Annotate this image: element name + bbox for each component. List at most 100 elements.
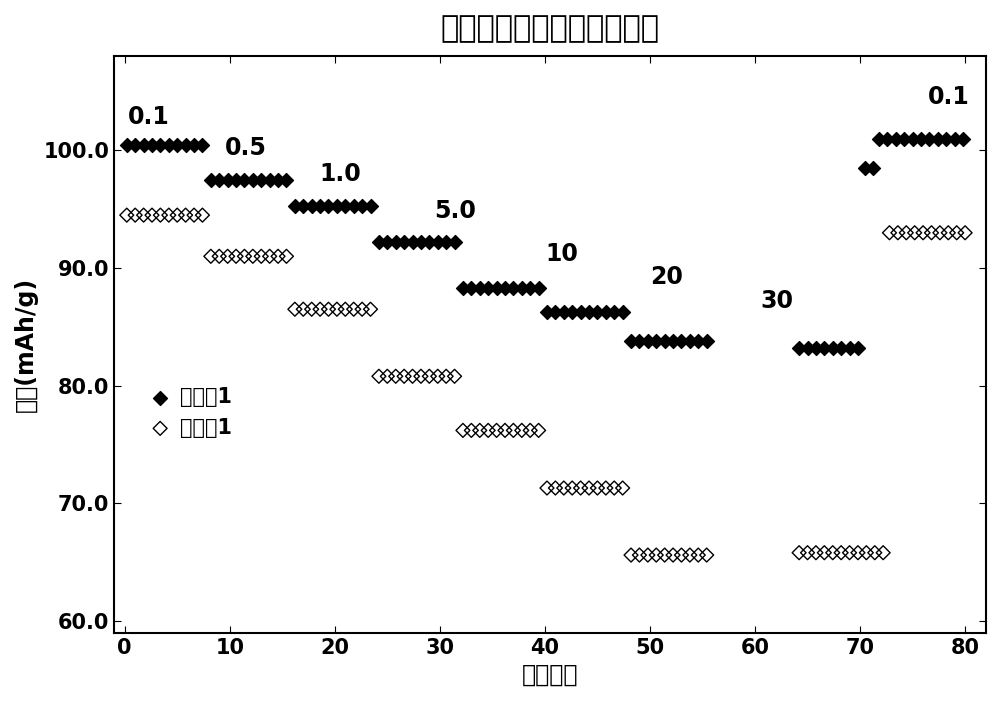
实施例1 — [186, 139, 202, 150]
Point — [472, 425, 488, 436]
Point — [791, 547, 807, 558]
Point — [682, 335, 698, 346]
Point — [329, 304, 345, 315]
Point — [573, 482, 589, 494]
Point — [921, 133, 937, 144]
Point — [346, 200, 362, 211]
Point — [573, 306, 589, 317]
Point — [673, 335, 689, 346]
Point — [665, 335, 681, 346]
Point — [337, 304, 353, 315]
Legend: 实施例1, 对比例1: 实施例1, 对比例1 — [151, 388, 232, 438]
Point — [648, 550, 664, 561]
Title: 不同倍率下正极放电克容量: 不同倍率下正极放电克容量 — [441, 14, 660, 43]
Point — [791, 342, 807, 353]
Point — [923, 227, 939, 238]
Point — [405, 236, 421, 247]
Point — [800, 342, 816, 353]
Point — [531, 283, 547, 294]
Point — [905, 133, 921, 144]
Point — [413, 236, 429, 247]
Point — [287, 304, 303, 315]
Point — [556, 482, 572, 494]
Point — [842, 547, 858, 558]
Point — [421, 371, 437, 382]
Point — [699, 550, 715, 561]
Point — [455, 425, 471, 436]
Point — [940, 227, 956, 238]
Point — [497, 283, 513, 294]
Point — [220, 175, 236, 186]
Point — [505, 425, 521, 436]
Point — [907, 227, 923, 238]
Point — [657, 335, 673, 346]
Text: 10: 10 — [545, 242, 578, 266]
Point — [631, 550, 647, 561]
Point — [800, 547, 816, 558]
Point — [932, 227, 948, 238]
Point — [539, 482, 555, 494]
Point — [463, 283, 479, 294]
Point — [278, 175, 294, 186]
Point — [262, 175, 278, 186]
Point — [447, 236, 463, 247]
Point — [413, 371, 429, 382]
Point — [287, 200, 303, 211]
Text: 30: 30 — [760, 289, 793, 313]
Point — [421, 236, 437, 247]
Point — [816, 342, 832, 353]
Point — [547, 306, 563, 317]
Point — [388, 371, 404, 382]
实施例1 — [161, 139, 177, 150]
Point — [489, 425, 505, 436]
Point — [236, 251, 252, 262]
Point — [623, 335, 639, 346]
Text: 0.1: 0.1 — [128, 105, 170, 129]
X-axis label: 循环次数: 循环次数 — [522, 663, 578, 687]
Point — [253, 175, 269, 186]
Point — [808, 342, 824, 353]
Point — [673, 550, 689, 561]
Point — [547, 482, 563, 494]
Point — [236, 175, 252, 186]
Point — [337, 200, 353, 211]
对比例1 — [144, 210, 160, 221]
Point — [472, 283, 488, 294]
Point — [913, 133, 929, 144]
Point — [564, 482, 580, 494]
Point — [455, 283, 471, 294]
Point — [220, 251, 236, 262]
实施例1 — [119, 139, 135, 150]
对比例1 — [186, 210, 202, 221]
对比例1 — [152, 210, 168, 221]
Point — [447, 371, 463, 382]
Point — [615, 306, 631, 317]
Point — [915, 227, 931, 238]
Point — [203, 175, 219, 186]
Point — [598, 306, 614, 317]
Point — [531, 425, 547, 436]
Point — [262, 251, 278, 262]
Point — [480, 425, 496, 436]
Point — [949, 227, 965, 238]
Point — [211, 251, 227, 262]
Point — [842, 342, 858, 353]
Point — [581, 306, 597, 317]
Point — [682, 550, 698, 561]
Point — [857, 163, 873, 174]
Point — [329, 200, 345, 211]
Point — [648, 335, 664, 346]
Point — [245, 175, 261, 186]
Point — [930, 133, 946, 144]
Point — [850, 342, 866, 353]
Point — [320, 200, 336, 211]
Point — [825, 547, 841, 558]
Point — [388, 236, 404, 247]
Point — [898, 227, 914, 238]
Point — [858, 547, 874, 558]
Point — [955, 133, 971, 144]
Point — [430, 236, 446, 247]
Point — [833, 342, 849, 353]
Text: 0.1: 0.1 — [928, 86, 970, 109]
对比例1 — [178, 210, 194, 221]
